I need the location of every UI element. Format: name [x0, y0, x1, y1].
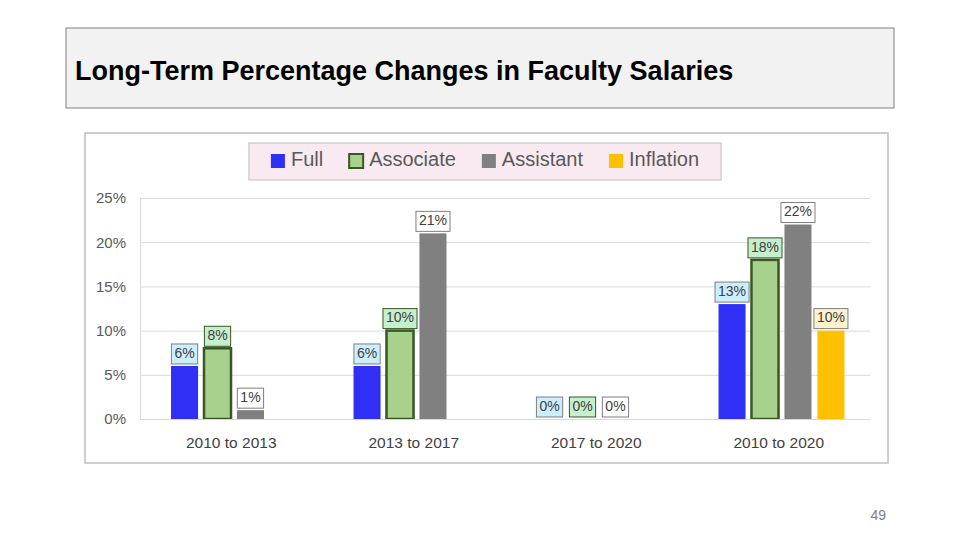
bar — [204, 348, 231, 419]
bar — [386, 331, 413, 419]
legend: Full Associate Assistant Inflation — [249, 143, 721, 180]
title: Long-Term Percentage Changes in Faculty … — [75, 56, 733, 86]
y-tick-label: 25% — [96, 189, 126, 206]
data-label-group: 6% — [354, 344, 380, 364]
data-label-box — [354, 344, 380, 364]
data-label: 6% — [174, 345, 194, 361]
data-label-box — [814, 309, 848, 329]
y-tick-label: 15% — [96, 278, 126, 295]
data-label-box — [748, 238, 782, 258]
legend-label: Inflation — [629, 148, 699, 170]
data-label: 10% — [817, 309, 845, 325]
x-axis-line — [141, 419, 871, 420]
data-label-group: 1% — [237, 388, 263, 408]
data-label-box — [781, 203, 815, 223]
y-tick-label: 5% — [104, 366, 126, 383]
x-tick: 2017 to 2020 — [551, 434, 642, 451]
legend-marker — [349, 154, 363, 168]
data-label-group: 18% — [748, 238, 782, 258]
data-label-box — [383, 309, 417, 329]
data-label-group: 6% — [171, 344, 197, 364]
data-label-box — [416, 211, 450, 231]
bar — [817, 331, 844, 419]
legend-label: Assistant — [502, 148, 584, 170]
x-tick-label: 2013 to 2017 — [368, 434, 459, 451]
data-label: 0% — [572, 398, 592, 414]
legend-marker — [609, 154, 623, 168]
data-label-group: 21% — [416, 211, 450, 231]
data-label: 8% — [207, 327, 227, 343]
data-label-box — [602, 397, 628, 417]
legend-item: Inflation — [609, 148, 699, 170]
data-label-group: 22% — [781, 203, 815, 223]
bar — [354, 366, 381, 419]
title-box — [66, 28, 894, 108]
bar — [569, 418, 596, 419]
y-tick-label: 20% — [96, 234, 126, 251]
data-label: 22% — [784, 203, 812, 219]
y-tick-label: 0% — [104, 410, 126, 427]
data-label-box — [237, 388, 263, 408]
data-label: 6% — [357, 345, 377, 361]
data-label: 0% — [539, 398, 559, 414]
data-label-group: 10% — [383, 309, 417, 329]
bar — [602, 418, 629, 419]
grid-line — [140, 419, 870, 420]
bar — [237, 410, 264, 419]
data-label-group: 8% — [204, 326, 230, 346]
data-label-box — [171, 344, 197, 364]
x-tick-label: 2017 to 2020 — [551, 434, 642, 451]
data-label: 10% — [386, 309, 414, 325]
bar — [719, 304, 746, 419]
x-tick-label: 2010 to 2013 — [186, 434, 277, 451]
bar — [784, 225, 811, 419]
page-number: 49 — [870, 507, 886, 523]
data-label-group: 10% — [814, 309, 848, 329]
legend-item: Assistant — [482, 148, 584, 170]
data-label-group: 13% — [715, 282, 749, 302]
legend-marker — [271, 154, 285, 168]
data-label: 1% — [240, 389, 260, 405]
legend-marker — [482, 154, 496, 168]
slide: Long-Term Percentage Changes in Faculty … — [0, 0, 960, 540]
x-tick: 2013 to 2017 — [368, 434, 459, 451]
y-tick: 25% — [96, 189, 870, 206]
bar — [419, 233, 446, 419]
data-label-group: 0% — [602, 397, 628, 417]
x-tick-label: 2010 to 2020 — [733, 434, 824, 451]
data-label-box — [536, 397, 562, 417]
y-axis: 0% 5% 10% 15% 20% 25% — [96, 189, 870, 427]
data-label-box — [204, 326, 230, 346]
data-label: 0% — [605, 398, 625, 414]
data-label-box — [715, 282, 749, 302]
data-label: 18% — [751, 239, 779, 255]
x-axis: 2010 to 2013 2013 to 2017 2017 to 2020 2010… — [141, 420, 871, 452]
data-label-box — [569, 397, 595, 417]
bars — [171, 225, 844, 419]
bar — [751, 260, 778, 419]
x-tick: 2010 to 2020 — [733, 434, 824, 451]
data-label: 21% — [419, 212, 447, 228]
legend-item: Associate — [349, 148, 456, 170]
bar — [536, 418, 563, 419]
data-label-group: 0% — [569, 397, 595, 417]
y-tick-label: 10% — [96, 322, 126, 339]
grid-line — [140, 198, 870, 199]
legend-label: Full — [291, 148, 323, 170]
legend-box — [249, 143, 721, 180]
data-labels: 6% 6% 0% 13% 8% 10% 0% 18% 1% 21% 0% 22% 10% — [171, 203, 848, 417]
bar — [171, 366, 198, 419]
chart-frame — [85, 133, 888, 463]
data-label: 13% — [718, 283, 746, 299]
legend-label: Associate — [369, 148, 456, 170]
data-label-group: 0% — [536, 397, 562, 417]
y-axis-line — [141, 199, 871, 420]
x-tick: 2010 to 2013 — [186, 434, 277, 451]
legend-item: Full — [271, 148, 323, 170]
